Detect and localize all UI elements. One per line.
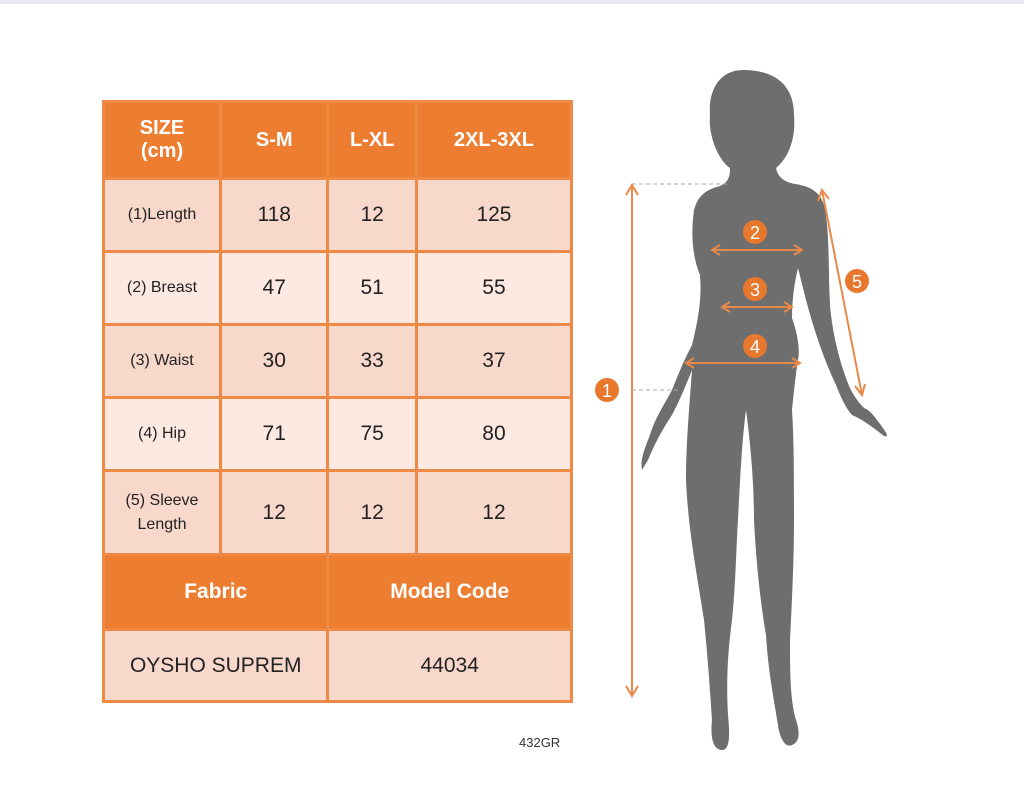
table-row: (3) Waist 30 33 37 bbox=[102, 323, 574, 399]
cell: 55 bbox=[414, 250, 574, 326]
marker-4: 4 bbox=[743, 334, 767, 358]
table-row: (4) Hip 71 75 80 bbox=[102, 396, 574, 472]
cell: 12 bbox=[414, 469, 574, 556]
size-chart-table: SIZE (cm) S-M L-XL 2XL-3XL (1)Length 118… bbox=[101, 100, 574, 703]
row-label: (3) Waist bbox=[102, 323, 222, 399]
marker-3: 3 bbox=[743, 277, 767, 301]
cell: 12 bbox=[326, 469, 418, 556]
table-header-row: SIZE (cm) S-M L-XL 2XL-3XL bbox=[102, 100, 574, 180]
svg-text:3: 3 bbox=[750, 280, 760, 300]
footer-value-row: OYSHO SUPREM 44034 bbox=[101, 628, 573, 703]
cell: 12 bbox=[326, 177, 418, 253]
table-row: (1)Length 118 12 125 bbox=[102, 177, 574, 253]
model-code-value: 44034 bbox=[326, 628, 573, 703]
row-label: (1)Length bbox=[102, 177, 222, 253]
footer-header-row: Fabric Model Code bbox=[101, 553, 573, 631]
top-border bbox=[0, 0, 1024, 4]
row-label: (2) Breast bbox=[102, 250, 222, 326]
cell: 80 bbox=[414, 396, 574, 472]
model-code-header: Model Code bbox=[326, 553, 573, 631]
table-row: (2) Breast 47 51 55 bbox=[102, 250, 574, 326]
cell: 118 bbox=[218, 177, 330, 253]
size-column-2xl-3xl: 2XL-3XL bbox=[414, 100, 574, 180]
cell: 33 bbox=[326, 323, 418, 399]
size-header: SIZE (cm) bbox=[102, 100, 222, 180]
product-code: 432GR bbox=[519, 735, 561, 750]
fabric-header: Fabric bbox=[101, 553, 330, 631]
svg-text:1: 1 bbox=[602, 381, 612, 401]
row-label: (5) Sleeve Length bbox=[102, 469, 222, 556]
svg-text:2: 2 bbox=[750, 223, 760, 243]
marker-2: 2 bbox=[743, 220, 767, 244]
body-silhouette bbox=[641, 70, 887, 750]
row-label: (4) Hip bbox=[102, 396, 222, 472]
svg-text:5: 5 bbox=[852, 272, 862, 292]
cell: 75 bbox=[326, 396, 418, 472]
cell: 51 bbox=[326, 250, 418, 326]
marker-5: 5 bbox=[845, 269, 869, 293]
table-row: (5) Sleeve Length 12 12 12 bbox=[102, 469, 574, 556]
body-measurement-figure: 1 2 3 4 5 bbox=[595, 70, 887, 750]
fabric-value: OYSHO SUPREM bbox=[101, 628, 330, 703]
cell: 12 bbox=[218, 469, 330, 556]
cell: 37 bbox=[414, 323, 574, 399]
cell: 125 bbox=[414, 177, 574, 253]
cell: 71 bbox=[218, 396, 330, 472]
size-column-l-xl: L-XL bbox=[326, 100, 418, 180]
svg-text:4: 4 bbox=[750, 337, 760, 357]
cell: 47 bbox=[218, 250, 330, 326]
marker-1: 1 bbox=[595, 378, 619, 402]
size-column-s-m: S-M bbox=[218, 100, 330, 180]
cell: 30 bbox=[218, 323, 330, 399]
